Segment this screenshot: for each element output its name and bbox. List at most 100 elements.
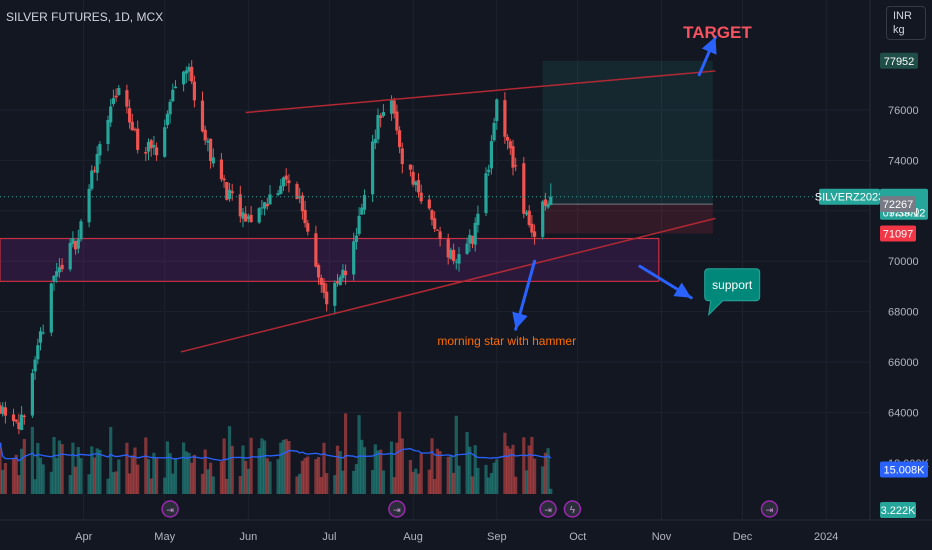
volume-ma-tag-background [880,461,928,478]
candle-body [362,195,367,210]
time-tick-label: Apr [75,531,92,543]
lower-channel-trendline[interactable] [180,217,716,353]
stop-price-tag: 71097 [883,229,914,241]
economic-event-marker[interactable] [161,500,179,518]
upcoming-event-marker[interactable] [563,500,582,518]
volume-bar [357,415,361,494]
candle-body [527,210,531,225]
volume-bar [549,488,553,494]
event-glyph: ⇥ [766,505,774,515]
currency-unit-selector[interactable]: INR kg [886,6,926,40]
volume-bar [17,475,21,494]
volume-bar [173,457,178,494]
candle-body [268,194,272,205]
candle-body [508,141,512,149]
support-zone[interactable] [0,237,660,282]
volume-bar [433,479,437,494]
volume-bar [438,451,442,494]
volume-bar [192,454,196,494]
future-event-marker[interactable] [760,500,779,518]
volume-bar [71,442,75,494]
volume-bar [36,442,40,494]
volume-bar [457,465,461,494]
target-price-tag: 77952 [884,56,915,68]
candle-body [281,177,286,187]
candle-body [165,113,169,126]
candle-body [209,138,213,162]
price-scale-background [870,0,932,550]
volume-bar [152,452,156,494]
volume-bar [341,470,345,494]
symbol-title[interactable]: SILVER FUTURES, 1D, MCX [6,10,164,24]
candle-body [395,111,399,131]
candle-body [295,184,299,200]
volume-bar [314,459,318,494]
candle-body [319,277,323,285]
volume-moving-average-line [0,442,552,462]
volume-bar [379,449,383,494]
event-markers[interactable]: ⇥ ⇥ ⇥ ϟ ⇥ [161,500,779,518]
volume-bar [322,442,326,494]
volume-bar [209,462,213,494]
economic-event-marker[interactable] [539,500,557,518]
time-tick-label: Aug [403,531,423,543]
volume-bar [171,473,175,494]
support-callout[interactable]: support [704,268,761,317]
candle-body [117,87,121,95]
time-tick-label: 2024 [814,531,838,543]
candle-body [260,207,264,209]
volume-bar [400,438,404,494]
candle-body [325,291,329,305]
target-arrow[interactable] [697,35,717,77]
volume-bar [128,473,132,494]
candle-body [543,199,547,206]
target-label[interactable]: TARGET [683,23,752,42]
candle-body [457,254,461,264]
morning-star-note[interactable]: morning star with hammer [437,334,576,348]
volume-bar [41,464,45,494]
hammer-arrow[interactable] [512,259,537,331]
candle-body [125,90,129,107]
volume-bar [219,461,223,494]
candle-body [87,188,91,223]
volume-bar [492,462,496,494]
candle-body [246,216,250,219]
volume-bar [430,438,434,494]
candle-body [511,146,515,168]
candle-body [171,89,175,102]
candle-body [225,182,229,200]
candle-body [136,128,140,150]
entry-price-tag: 72267 [883,199,914,211]
support-arrow[interactable] [638,264,693,300]
candle-body [49,283,53,333]
volume-bar [111,472,115,494]
volume-bar [203,449,207,494]
candle-body [146,141,151,152]
candle-body [400,148,404,165]
candle-body [38,331,43,343]
volume-bar [98,449,102,494]
volume-bar [55,457,59,494]
volume-bar [38,457,43,494]
candle-body [68,242,72,270]
upper-channel-trendline[interactable] [245,70,716,114]
candle-body [200,100,205,132]
candle-body [128,108,132,123]
price-tick-label: 68000 [888,307,919,319]
volume-bar [484,464,488,494]
volume-bar [22,438,26,494]
candle-body [503,100,507,137]
candle-body [14,419,18,422]
candle-body [17,422,21,430]
candle-body [427,199,431,209]
volume-bar [257,448,261,494]
volume-bar [373,444,377,494]
economic-event-marker[interactable] [388,500,406,518]
candle-body [354,235,358,242]
candle-body [306,223,310,232]
volume-bar [543,452,547,494]
candle-body [219,159,223,180]
volume-bar [187,452,191,494]
volume-bar [511,444,515,494]
